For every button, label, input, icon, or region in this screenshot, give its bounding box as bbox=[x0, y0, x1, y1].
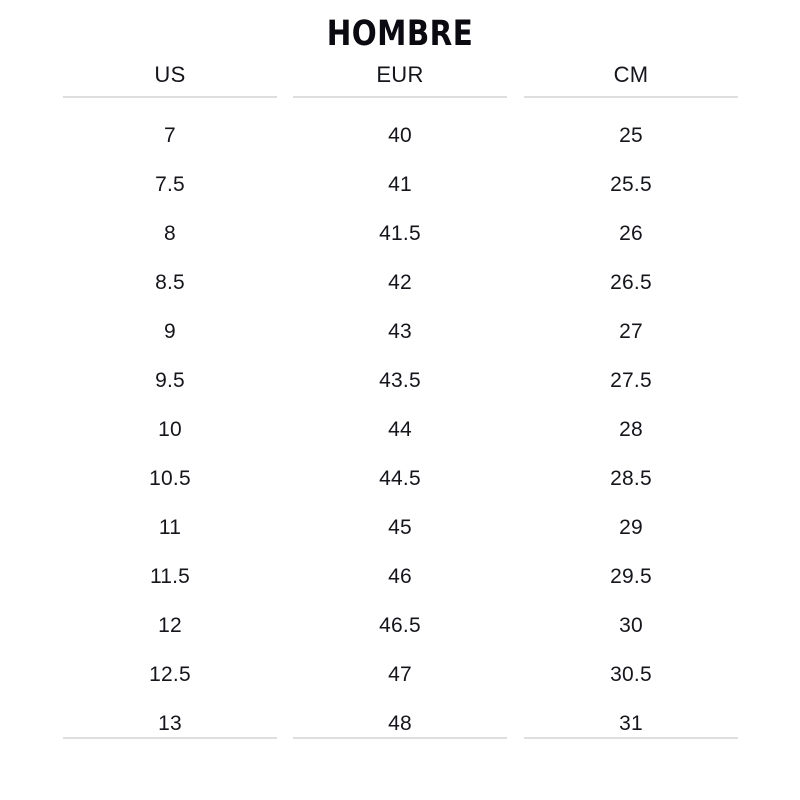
cell-cm-row-5: 27 bbox=[619, 320, 643, 343]
column-header-cm: CM bbox=[613, 62, 649, 87]
cell-eur-row-2: 41 bbox=[388, 173, 412, 196]
cell-us-row-7: 10 bbox=[158, 418, 182, 441]
column-rule-bottom-eur bbox=[293, 737, 507, 739]
cell-cm-row-8: 28.5 bbox=[610, 467, 652, 490]
cell-cm-row-7: 28 bbox=[619, 418, 643, 441]
cell-cm-row-2: 25.5 bbox=[610, 173, 652, 196]
cell-cm-row-6: 27.5 bbox=[610, 369, 652, 392]
cell-us-row-9: 11 bbox=[158, 516, 182, 539]
column-rule-top-us bbox=[63, 96, 277, 98]
column-rule-bottom-us bbox=[63, 737, 277, 739]
cell-us-row-3: 8 bbox=[164, 222, 176, 245]
column-rule-top-eur bbox=[293, 96, 507, 98]
cell-cm-row-13: 31 bbox=[619, 712, 643, 735]
cell-eur-row-6: 43.5 bbox=[379, 369, 421, 392]
cell-us-row-10: 11.5 bbox=[149, 565, 191, 588]
cell-us-row-2: 7.5 bbox=[155, 173, 185, 196]
cell-eur-row-11: 46.5 bbox=[379, 614, 421, 637]
cell-cm-row-10: 29.5 bbox=[610, 565, 652, 588]
cell-us-row-13: 13 bbox=[158, 712, 182, 735]
cell-cm-row-1: 25 bbox=[619, 124, 643, 147]
cell-eur-row-1: 40 bbox=[388, 124, 412, 147]
column-header-eur: EUR bbox=[376, 62, 424, 87]
cell-us-row-11: 12 bbox=[158, 614, 182, 637]
cell-eur-row-12: 47 bbox=[388, 663, 412, 686]
cell-eur-row-4: 42 bbox=[388, 271, 412, 294]
cell-us-row-12: 12.5 bbox=[149, 663, 191, 686]
cell-us-row-4: 8.5 bbox=[155, 271, 185, 294]
cell-eur-row-9: 45 bbox=[388, 516, 412, 539]
page-title: HOMBRE bbox=[326, 14, 474, 54]
cell-eur-row-8: 44.5 bbox=[379, 467, 421, 490]
cell-us-row-1: 7 bbox=[164, 124, 176, 147]
cell-cm-row-12: 30.5 bbox=[610, 663, 652, 686]
cell-us-row-5: 9 bbox=[164, 320, 176, 343]
cell-eur-row-7: 44 bbox=[388, 418, 412, 441]
cell-us-row-6: 9.5 bbox=[155, 369, 185, 392]
cell-cm-row-9: 29 bbox=[619, 516, 643, 539]
cell-eur-row-3: 41.5 bbox=[379, 222, 421, 245]
cell-cm-row-11: 30 bbox=[619, 614, 643, 637]
column-header-us: US bbox=[154, 62, 186, 87]
column-rule-bottom-cm bbox=[524, 737, 738, 739]
cell-eur-row-13: 48 bbox=[388, 712, 412, 735]
cell-eur-row-5: 43 bbox=[388, 320, 412, 343]
column-rule-top-cm bbox=[524, 96, 738, 98]
cell-eur-row-10: 46 bbox=[388, 565, 412, 588]
cell-cm-row-4: 26.5 bbox=[610, 271, 652, 294]
cell-cm-row-3: 26 bbox=[619, 222, 643, 245]
cell-us-row-8: 10.5 bbox=[149, 467, 191, 490]
